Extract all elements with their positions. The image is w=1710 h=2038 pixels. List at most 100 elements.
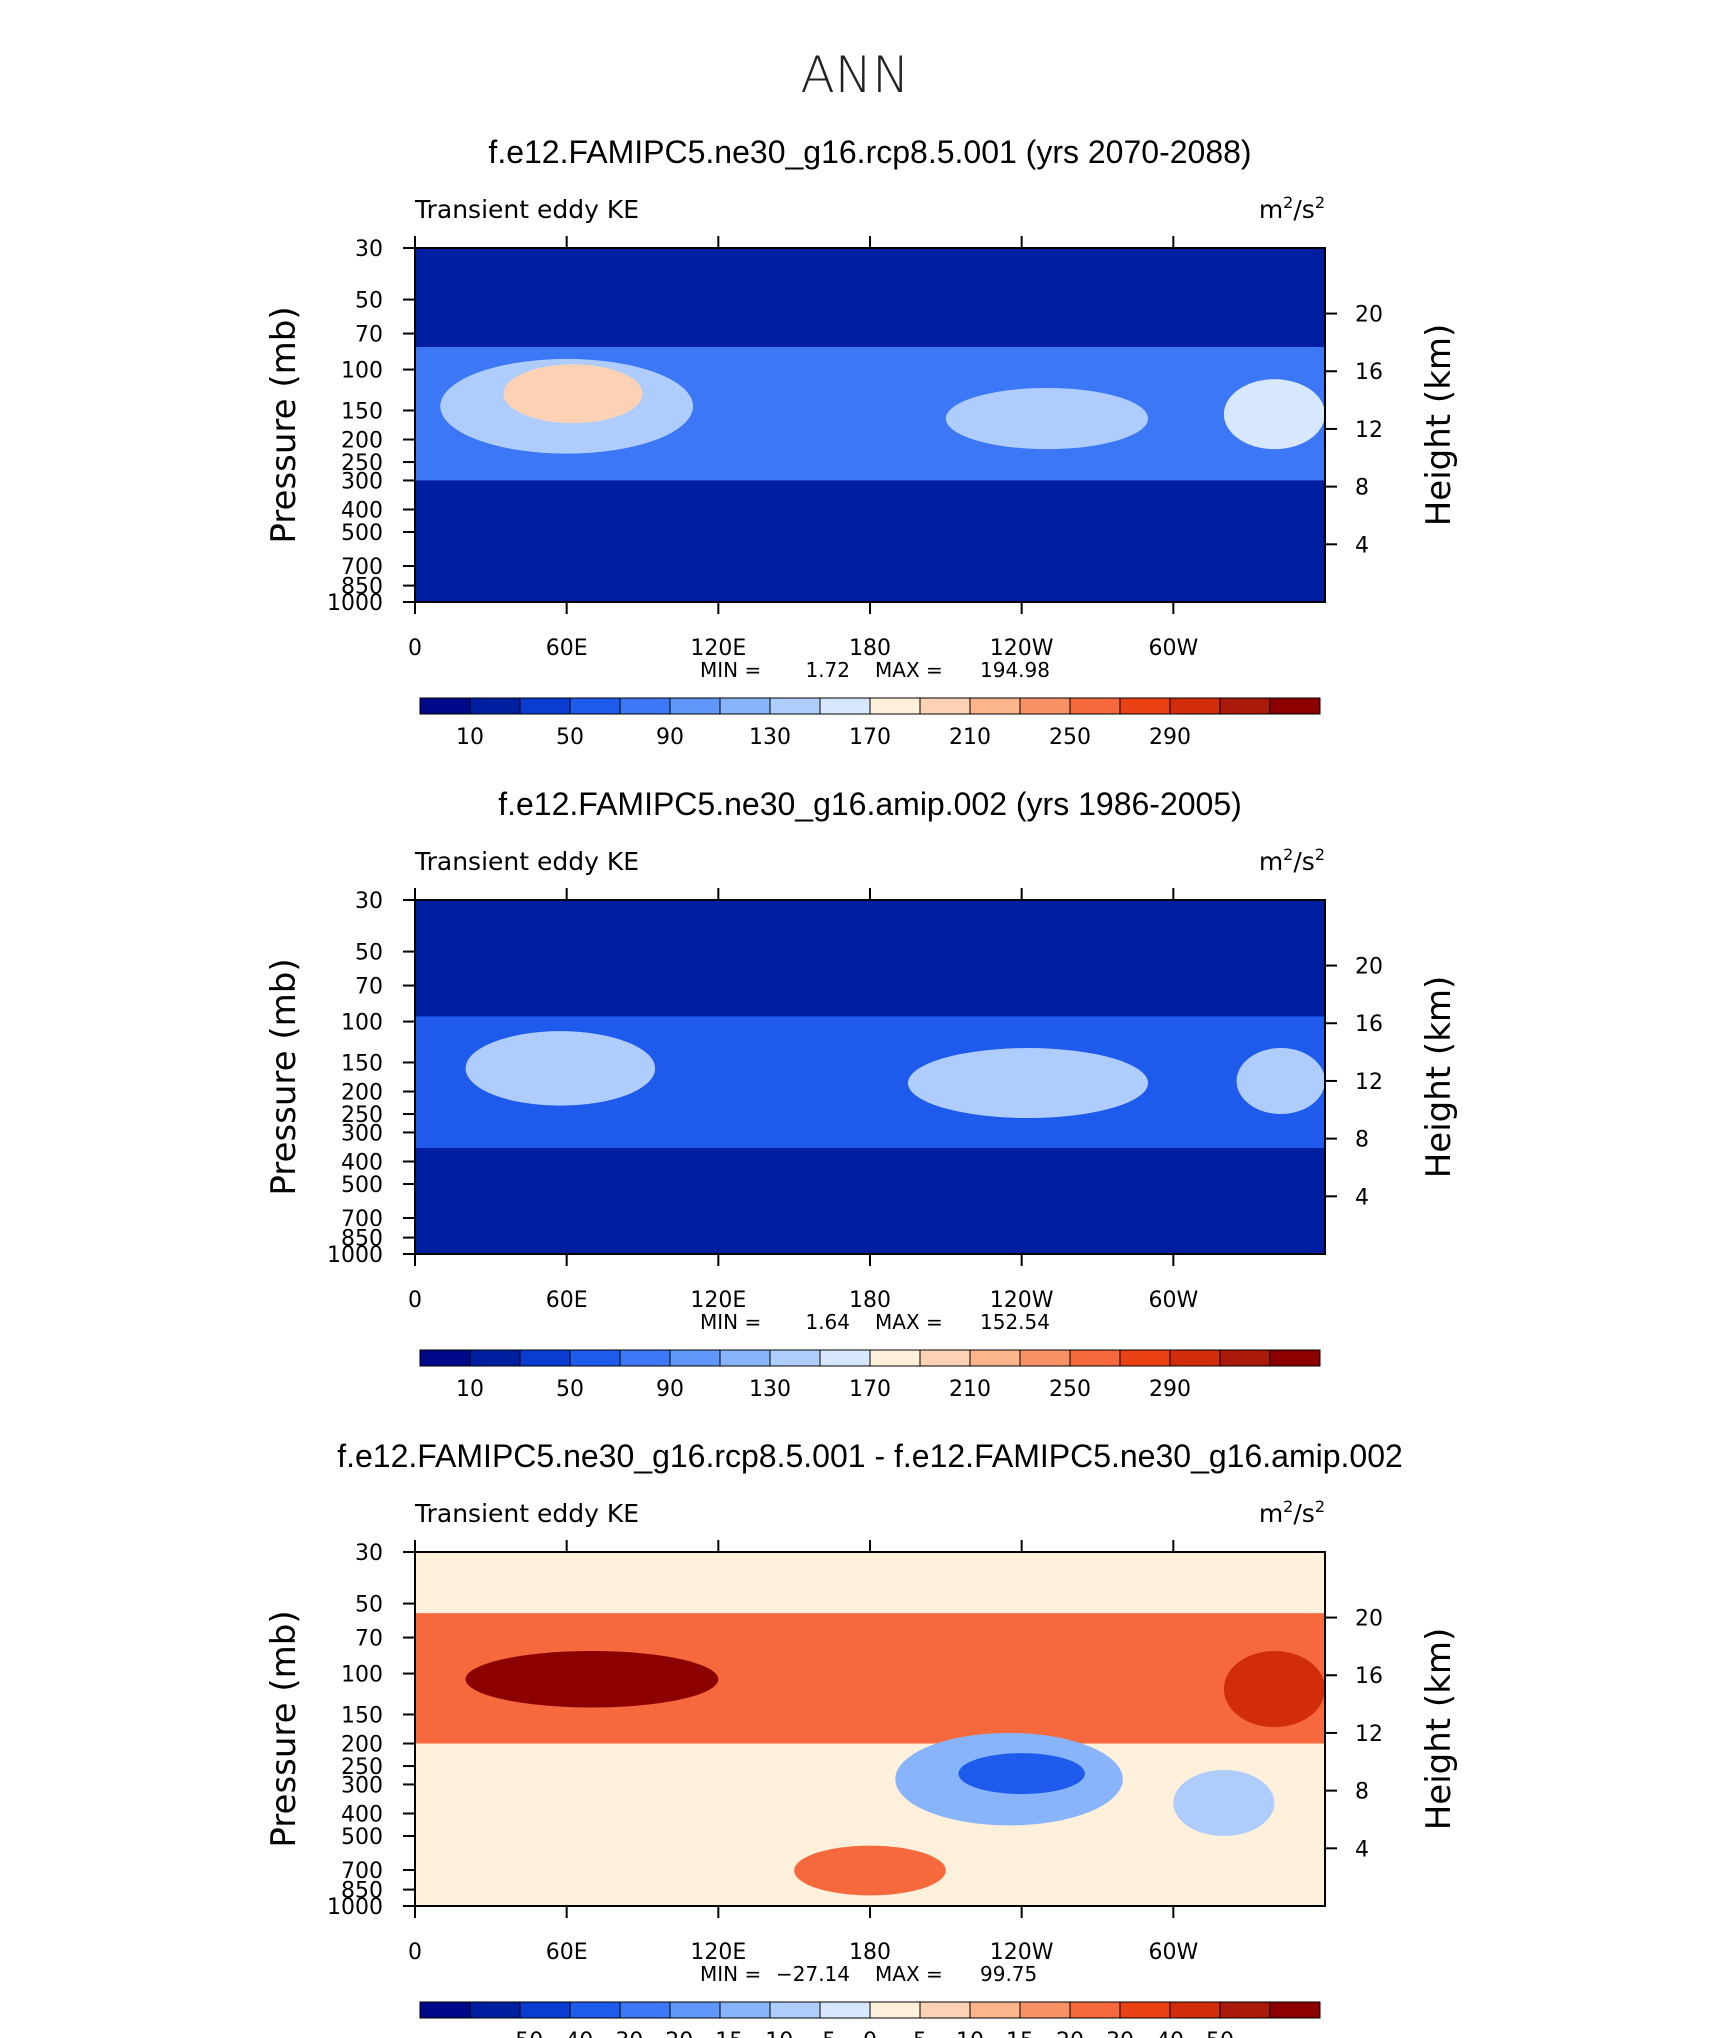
x-tick-label: 120E xyxy=(690,636,746,661)
x-tick-label: 60W xyxy=(1148,1288,1198,1313)
colorbar-swatch xyxy=(519,2001,571,2019)
colorbar-swatch xyxy=(869,1349,921,1367)
colorbar-swatch xyxy=(1169,697,1221,715)
colorbar-swatch xyxy=(1169,1349,1221,1367)
colorbar-label: 210 xyxy=(949,1377,991,1402)
colorbar-swatch xyxy=(419,697,471,715)
colorbar-label: 0 xyxy=(863,2029,877,2038)
height-axis-label: Height (km) xyxy=(1419,976,1459,1179)
colorbar-label: 210 xyxy=(949,725,991,750)
y-tick-label: 500 xyxy=(341,1825,383,1850)
y-tick-label: 850 xyxy=(341,1227,383,1252)
y-tick-label: 100 xyxy=(341,1011,383,1036)
x-tick-label: 60E xyxy=(546,636,588,661)
right-tick-label: 12 xyxy=(1355,1070,1383,1095)
min-label: MIN = xyxy=(700,1310,761,1334)
pressure-axis-label: Pressure (mb) xyxy=(264,1610,304,1847)
panel-1: f.e12.FAMIPC5.ne30_g16.rcp8.5.001 (yrs 2… xyxy=(264,134,1459,750)
y-tick-label: 1000 xyxy=(327,591,383,616)
colorbar-swatch xyxy=(1219,697,1271,715)
y-tick-label: 400 xyxy=(341,498,383,523)
colorbar-label: 90 xyxy=(656,1377,684,1402)
colorbar-label: 10 xyxy=(956,2029,984,2038)
x-tick-label: 60E xyxy=(546,1940,588,1965)
colorbar-swatch xyxy=(1019,697,1071,715)
y-tick-label: 50 xyxy=(355,289,383,314)
colorbar-swatch xyxy=(669,2001,721,2019)
plot-area xyxy=(415,900,1325,1254)
contour-region-lower-troposphere xyxy=(415,1148,1325,1254)
y-tick-label: 30 xyxy=(355,237,383,262)
colorbar-label: 15 xyxy=(1006,2029,1034,2038)
x-tick-label: 120W xyxy=(990,1940,1054,1965)
max-label: MAX = xyxy=(875,658,943,682)
right-tick-label: 16 xyxy=(1355,1664,1383,1689)
panel-title: f.e12.FAMIPC5.ne30_g16.rcp8.5.001 (yrs 2… xyxy=(488,134,1251,170)
colorbar-swatch xyxy=(719,2001,771,2019)
pressure-axis-label: Pressure (mb) xyxy=(264,958,304,1195)
variable-label: Transient eddy KE xyxy=(414,1499,639,1528)
right-tick-label: 16 xyxy=(1355,360,1383,385)
colorbar-label: 50 xyxy=(556,1377,584,1402)
colorbar-label: 130 xyxy=(749,1377,791,1402)
contour-region-lower-troposphere xyxy=(415,480,1325,602)
x-tick-label: 180 xyxy=(849,636,891,661)
colorbar-swatch xyxy=(569,697,621,715)
colorbar-swatch xyxy=(819,2001,871,2019)
panel-2: f.e12.FAMIPC5.ne30_g16.amip.002 (yrs 198… xyxy=(264,786,1459,1402)
colorbar-swatch xyxy=(819,1349,871,1367)
colorbar-label: 50 xyxy=(556,725,584,750)
y-tick-label: 700 xyxy=(341,1207,383,1232)
y-tick-label: 250 xyxy=(341,1755,383,1780)
colorbar-label: 40 xyxy=(1156,2029,1184,2038)
contour-region-jet-core-120W xyxy=(945,387,1149,450)
colorbar-label: 290 xyxy=(1149,725,1191,750)
plot-area xyxy=(415,248,1325,602)
y-tick-label: 70 xyxy=(355,323,383,348)
x-tick-label: 120E xyxy=(690,1940,746,1965)
max-value: 194.98 xyxy=(980,658,1050,682)
colorbar-label: 170 xyxy=(849,725,891,750)
colorbar-swatch xyxy=(619,2001,671,2019)
right-tick-label: 4 xyxy=(1355,1185,1369,1210)
min-label: MIN = xyxy=(700,658,761,682)
colorbar-swatch xyxy=(969,2001,1021,2019)
colorbar-swatch xyxy=(719,1349,771,1367)
contour-region-jet-core-120W xyxy=(907,1048,1149,1119)
x-tick-label: 60W xyxy=(1148,636,1198,661)
x-tick-label: 0 xyxy=(408,1940,422,1965)
contour-region-stratosphere xyxy=(415,248,1325,348)
right-tick-label: 20 xyxy=(1355,303,1383,328)
colorbar-label: 30 xyxy=(1106,2029,1134,2038)
colorbar-swatch xyxy=(1069,697,1121,715)
y-tick-label: 1000 xyxy=(327,1243,383,1268)
units-label: m2/s2 xyxy=(1259,845,1325,876)
colorbar-swatch xyxy=(1269,1349,1321,1367)
contour-region-decrease-40W xyxy=(1173,1770,1275,1837)
colorbar-swatch xyxy=(669,1349,721,1367)
panel-title: f.e12.FAMIPC5.ne30_g16.amip.002 (yrs 198… xyxy=(498,786,1242,822)
units-label: m2/s2 xyxy=(1259,1497,1325,1528)
colorbar-swatch xyxy=(419,1349,471,1367)
contour-region-lower-increase-180 xyxy=(794,1845,946,1896)
colorbar-swatch xyxy=(1019,2001,1071,2019)
pressure-axis-label: Pressure (mb) xyxy=(264,306,304,543)
colorbar-swatch xyxy=(619,1349,671,1367)
colorbar-swatch xyxy=(769,697,821,715)
colorbar-label: 20 xyxy=(1056,2029,1084,2038)
colorbar-swatch xyxy=(519,697,571,715)
y-tick-label: 30 xyxy=(355,1541,383,1566)
y-tick-label: 200 xyxy=(341,1733,383,1758)
y-tick-label: 70 xyxy=(355,1627,383,1652)
max-label: MAX = xyxy=(875,1310,943,1334)
min-value: 1.72 xyxy=(805,658,850,682)
min-label: MIN = xyxy=(700,1962,761,1986)
colorbar-swatch xyxy=(919,1349,971,1367)
variable-label: Transient eddy KE xyxy=(414,847,639,876)
y-tick-label: 250 xyxy=(341,451,383,476)
colorbar-swatch xyxy=(869,697,921,715)
colorbar-swatch xyxy=(1219,2001,1271,2019)
y-tick-label: 50 xyxy=(355,941,383,966)
contour-region-jet-max-60E xyxy=(503,364,643,424)
height-axis-label: Height (km) xyxy=(1419,1628,1459,1831)
